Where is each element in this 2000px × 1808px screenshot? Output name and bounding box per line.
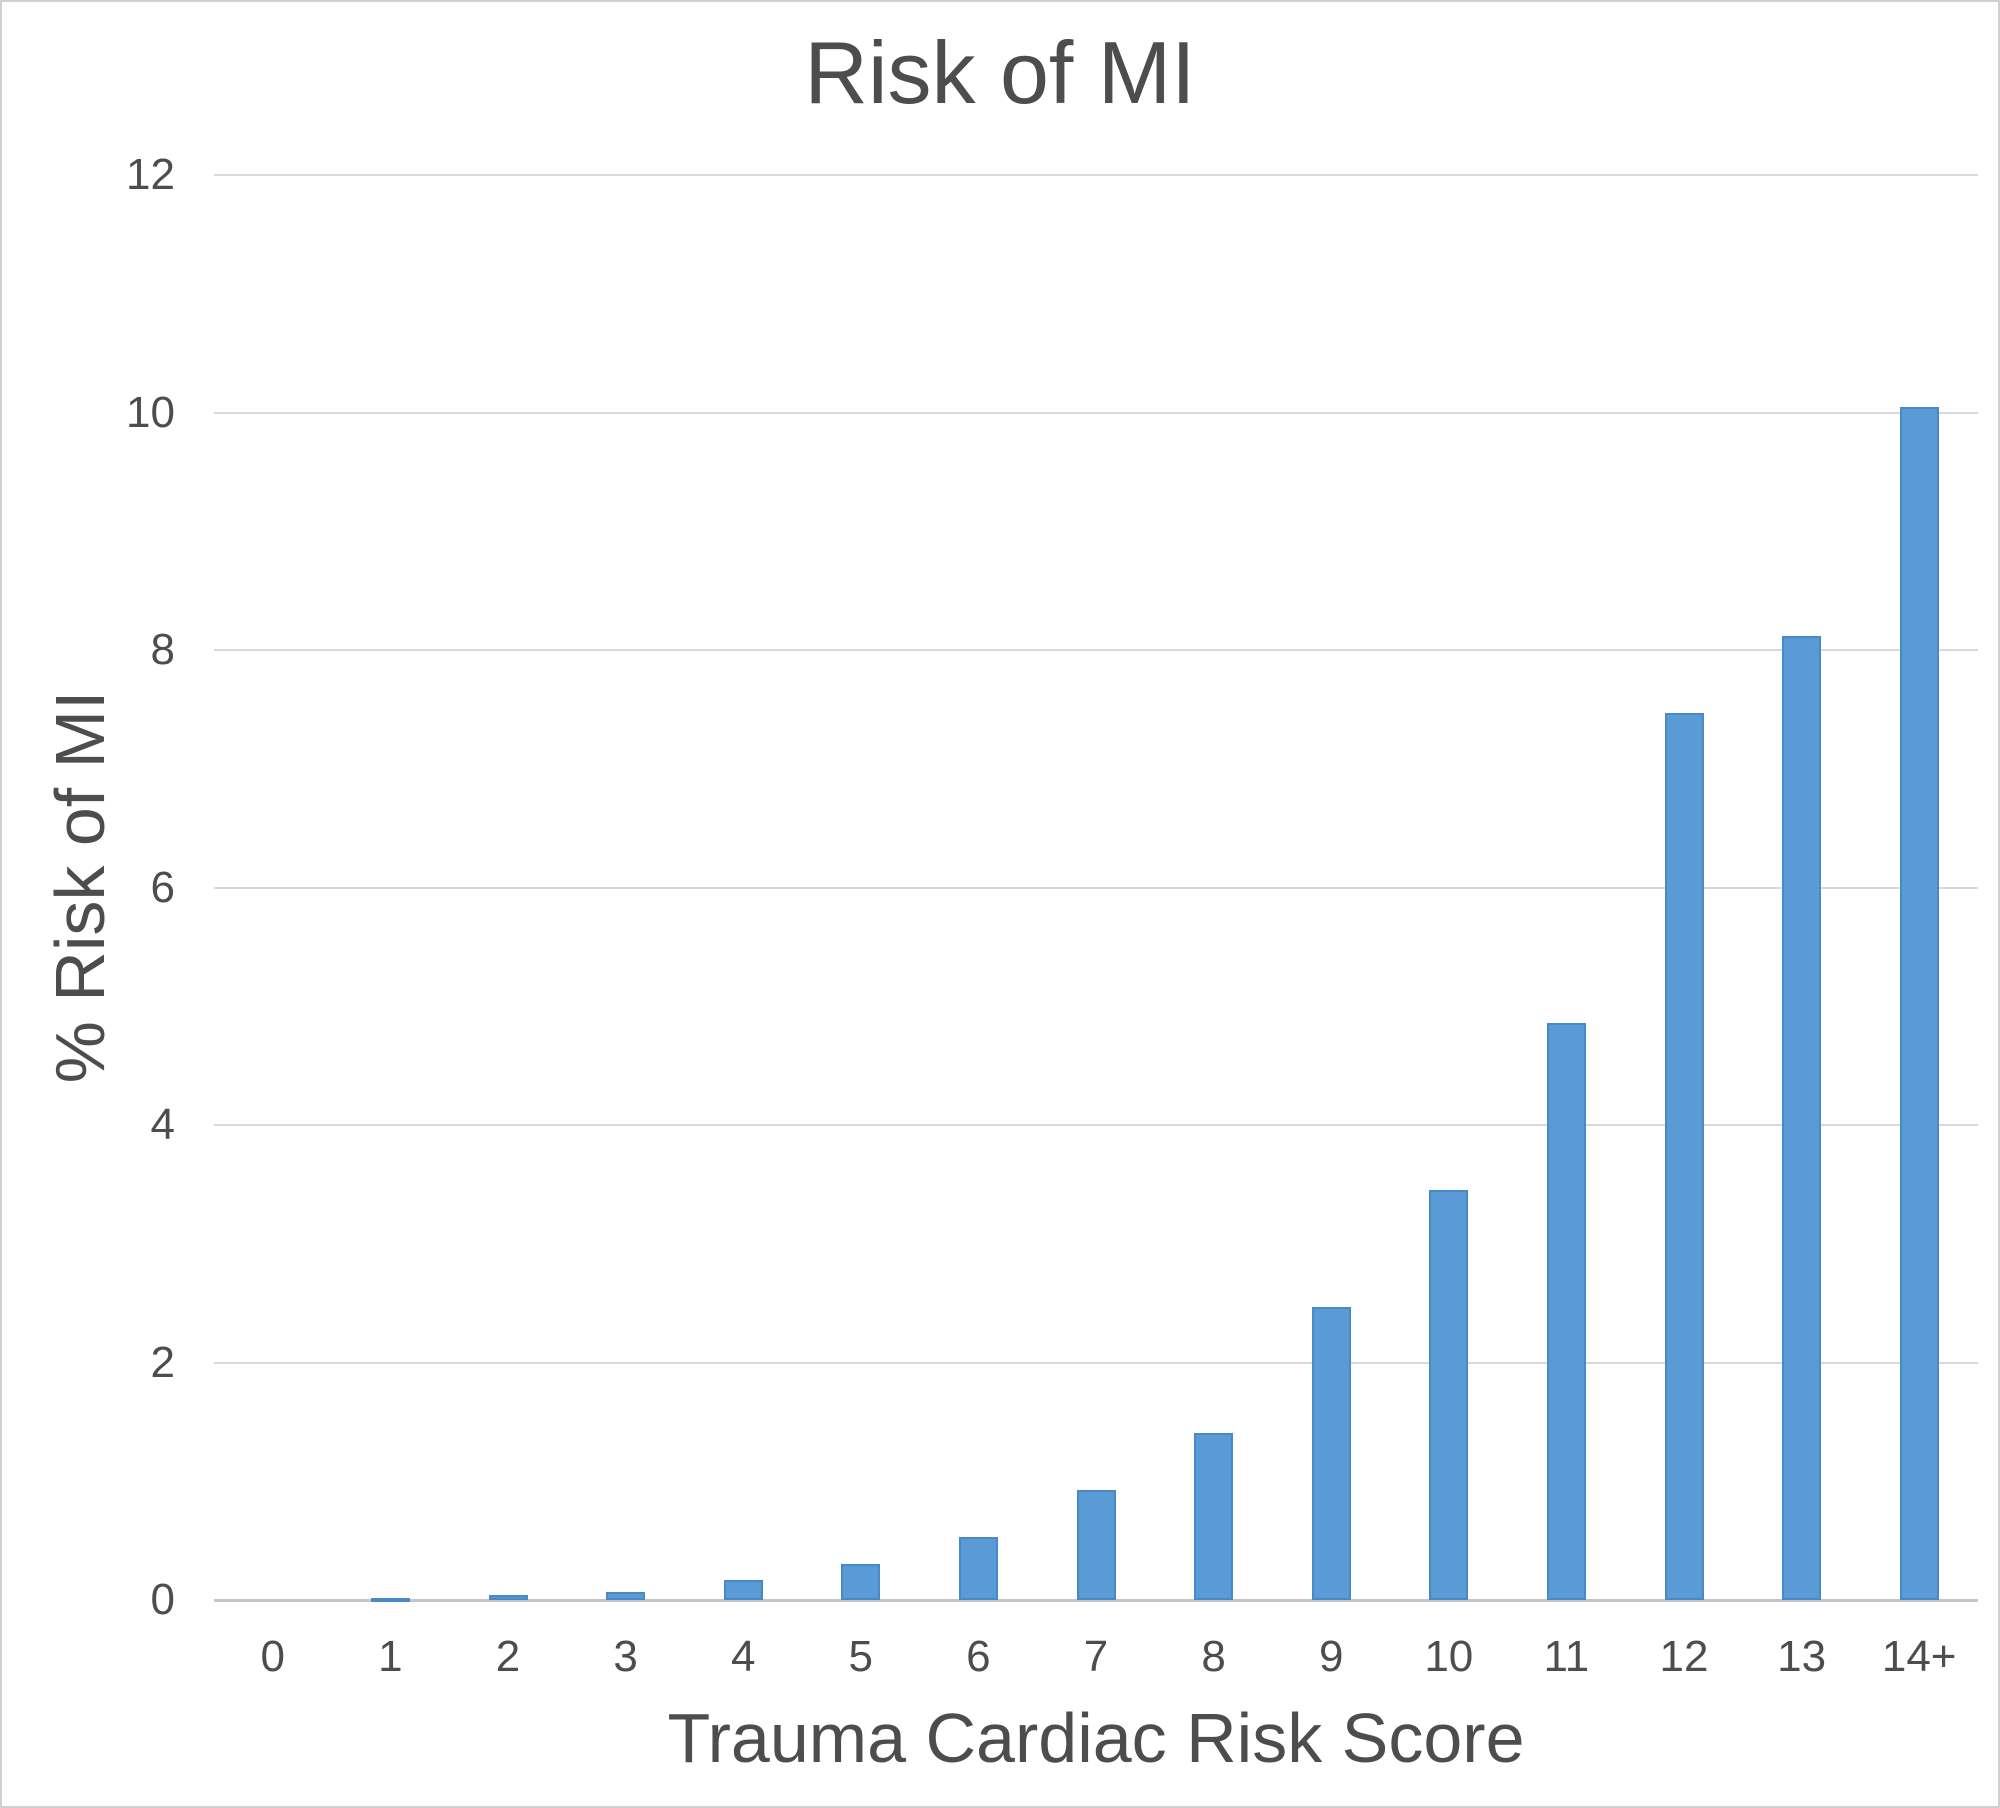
x-tick-label: 1 <box>378 1632 403 1681</box>
y-tick-label: 8 <box>150 625 175 674</box>
bar <box>723 1579 763 1600</box>
gridline <box>214 649 1978 651</box>
bar <box>1429 1190 1469 1600</box>
y-tick-label: 2 <box>150 1337 175 1387</box>
x-tick-label: 2 <box>495 1632 521 1681</box>
bar <box>1899 406 1939 1600</box>
y-tick-label: 4 <box>150 1100 175 1149</box>
x-tick-label: 5 <box>848 1632 874 1681</box>
y-tick-label: 0 <box>150 1575 175 1624</box>
bar <box>606 1591 646 1600</box>
bar <box>488 1595 528 1600</box>
x-tick-label: 3 <box>613 1632 638 1681</box>
bar <box>1194 1432 1234 1600</box>
x-tick-label: 6 <box>966 1632 991 1681</box>
x-tick-label: 13 <box>1777 1632 1827 1681</box>
x-axis-title: Trauma Cardiac Risk Score <box>667 1699 1525 1777</box>
gridline <box>214 411 1978 414</box>
bar <box>1076 1489 1116 1600</box>
bar <box>1311 1306 1351 1600</box>
x-tick-label: 12 <box>1659 1632 1709 1681</box>
gridline <box>214 886 1978 889</box>
x-tick-label: 8 <box>1201 1632 1226 1681</box>
bar <box>1546 1022 1586 1600</box>
chart-title: Risk of MI <box>804 23 1196 122</box>
gridline <box>214 174 1978 176</box>
gridline <box>214 1361 1978 1364</box>
x-tick-label: 10 <box>1424 1632 1474 1681</box>
y-tick-label: 6 <box>150 862 175 912</box>
y-tick-label: 12 <box>126 150 175 199</box>
x-tick-label: 11 <box>1543 1632 1590 1681</box>
gridline <box>214 1124 1978 1126</box>
bar <box>958 1537 998 1600</box>
x-tick-label: 9 <box>1318 1632 1344 1681</box>
bar <box>841 1564 881 1600</box>
y-tick-label: 10 <box>126 387 175 437</box>
x-tick-label: 0 <box>260 1632 286 1681</box>
bar <box>370 1597 410 1602</box>
bar <box>1664 712 1704 1600</box>
bar <box>1782 635 1822 1600</box>
x-tick-label: 14+ <box>1881 1632 1957 1681</box>
x-tick-label: 4 <box>730 1632 756 1681</box>
x-tick-label: 7 <box>1083 1632 1109 1681</box>
x-axis-line <box>214 1599 1978 1602</box>
